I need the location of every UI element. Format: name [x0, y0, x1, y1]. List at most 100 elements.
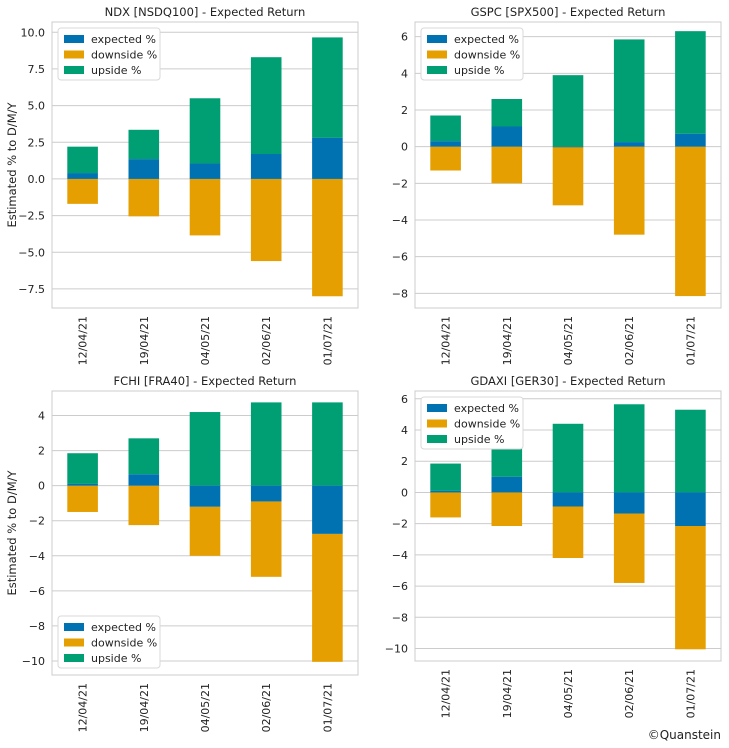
upside-bar — [312, 402, 343, 486]
y-tick-label: 4 — [401, 67, 408, 80]
y-tick-label: 0.0 — [28, 173, 46, 186]
upside-bar — [67, 453, 98, 484]
y-tick-label: −8 — [29, 620, 45, 633]
downside-bar — [250, 501, 282, 577]
downside-bar — [128, 485, 160, 526]
legend-swatch — [427, 66, 447, 74]
legend-label: expected % — [454, 33, 519, 46]
y-tick-label: −8 — [392, 611, 408, 624]
downside-bar — [675, 526, 706, 650]
expected-bar — [430, 141, 461, 147]
chart-title: FCHI [FRA40] - Expected Return — [114, 374, 297, 388]
x-tick-label: 04/05/21 — [562, 669, 575, 718]
y-tick-label: −8 — [392, 287, 408, 300]
chart-panel-4: 12/04/21 19/04/21 04/05/21 02/06/21 01/07/21… — [385, 374, 722, 718]
expected-bar — [613, 492, 645, 514]
legend-label: expected % — [91, 33, 156, 46]
upside-bar — [613, 404, 645, 493]
legend-label: upside % — [454, 64, 504, 77]
y-tick-label: 6 — [401, 393, 408, 406]
legend-swatch — [64, 623, 84, 631]
legend-swatch — [64, 654, 84, 662]
chart-panel-2: 12/04/21 19/04/21 04/05/21 02/06/21 01/07/21… — [392, 5, 722, 365]
legend: expected % downside % upside % — [420, 27, 524, 81]
x-tick-label: 12/04/21 — [440, 316, 453, 365]
legend-label: downside % — [91, 637, 157, 650]
y-tick-label: −10 — [22, 655, 45, 668]
x-tick-label: 02/06/21 — [623, 316, 636, 365]
legend: expected % downside % upside % — [57, 27, 161, 81]
legend-swatch — [64, 66, 84, 74]
y-tick-label: 0 — [401, 486, 408, 499]
y-tick-label: −4 — [392, 549, 408, 562]
x-tick-label: 19/04/21 — [138, 683, 151, 732]
expected-bar — [189, 163, 221, 179]
y-tick-label: −6 — [29, 585, 45, 598]
upside-bar — [430, 115, 461, 142]
legend-label: expected % — [91, 621, 156, 634]
y-tick-label: −2 — [29, 515, 45, 528]
upside-bar — [67, 146, 98, 174]
y-axis-label: Estimated % to D/M/Y — [5, 101, 19, 227]
x-tick-label: 04/05/21 — [199, 683, 212, 732]
y-tick-label: −4 — [392, 214, 408, 227]
legend-label: expected % — [454, 402, 519, 415]
x-tick-label: 02/06/21 — [260, 683, 273, 732]
legend-swatch — [427, 35, 447, 43]
x-tick-label: 19/04/21 — [501, 316, 514, 365]
downside-bar — [491, 492, 523, 526]
expected-bar — [430, 490, 461, 493]
x-tick-label: 01/07/21 — [684, 669, 697, 718]
y-tick-label: −6 — [392, 251, 408, 264]
legend: expected % downside % upside % — [420, 396, 524, 450]
legend-swatch — [427, 419, 447, 428]
x-tick-label: 01/07/21 — [321, 316, 334, 365]
y-tick-label: −2 — [392, 518, 408, 531]
upside-bar — [128, 129, 160, 160]
y-tick-label: 5.0 — [28, 100, 46, 113]
legend-swatch — [427, 404, 447, 412]
credit-text: ©Quanstein — [647, 728, 721, 742]
x-tick-label: 01/07/21 — [321, 683, 334, 732]
downside-bar — [491, 146, 523, 184]
upside-bar — [491, 445, 523, 477]
legend-swatch — [427, 50, 447, 59]
expected-bar — [67, 173, 98, 179]
y-tick-label: 6 — [401, 31, 408, 44]
x-tick-label: 01/07/21 — [684, 316, 697, 365]
legend-swatch — [64, 638, 84, 647]
x-tick-label: 12/04/21 — [440, 669, 453, 718]
expected-bar — [552, 146, 584, 148]
legend-swatch — [64, 35, 84, 43]
legend-swatch — [64, 50, 84, 59]
y-tick-label: 10.0 — [21, 26, 46, 39]
downside-bar — [613, 513, 645, 583]
upside-bar — [675, 409, 706, 493]
chart-title: GSPC [SPX500] - Expected Return — [471, 5, 666, 19]
upside-bar — [189, 98, 221, 164]
x-tick-label: 19/04/21 — [501, 669, 514, 718]
x-tick-label: 19/04/21 — [138, 316, 151, 365]
upside-bar — [613, 39, 645, 143]
downside-bar — [67, 485, 98, 512]
upside-bar — [430, 463, 461, 491]
expected-bar — [675, 133, 706, 147]
x-tick-label: 02/06/21 — [260, 316, 273, 365]
expected-bar — [312, 485, 343, 534]
legend-label: upside % — [91, 64, 141, 77]
chart-title: NDX [NSDQ100] - Expected Return — [105, 5, 306, 19]
upside-bar — [250, 57, 282, 155]
chart-panel-1: 12/04/21 19/04/21 04/05/21 02/06/21 01/07/21… — [5, 5, 359, 365]
y-tick-label: 2.5 — [28, 136, 46, 149]
upside-bar — [250, 402, 282, 486]
expected-bar — [250, 485, 282, 502]
expected-bar — [613, 142, 645, 147]
downside-bar — [675, 146, 706, 297]
upside-bar — [552, 75, 584, 147]
expected-bar — [128, 474, 160, 486]
expected-bar — [67, 483, 98, 486]
downside-bar — [67, 178, 98, 204]
downside-bar — [613, 146, 645, 235]
plot-frame — [414, 21, 722, 309]
